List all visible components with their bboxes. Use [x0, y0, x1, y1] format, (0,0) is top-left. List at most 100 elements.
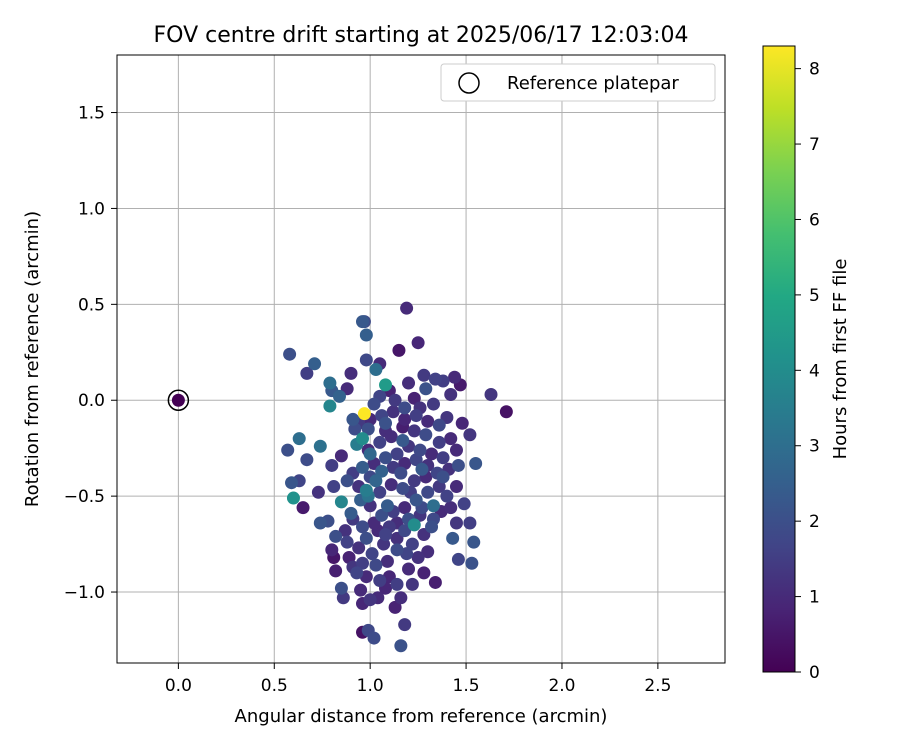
- data-point: [436, 470, 450, 484]
- data-point: [396, 481, 410, 495]
- data-point: [356, 520, 370, 534]
- data-point: [354, 583, 368, 597]
- x-tick-label: 1.5: [453, 676, 480, 696]
- colorbar-tick-label: 0: [809, 663, 820, 683]
- data-point: [380, 554, 394, 568]
- data-point: [384, 430, 398, 444]
- y-tick-label: 0.5: [78, 295, 105, 315]
- data-point: [373, 435, 387, 449]
- data-point: [499, 405, 513, 419]
- data-point: [407, 391, 421, 405]
- data-point: [444, 432, 458, 446]
- legend-marker-reference: [458, 72, 480, 94]
- data-point: [344, 366, 358, 380]
- colorbar: 0 1 2 3 4 5 6 7 8 Hours from first FF file: [762, 45, 851, 683]
- data-point: [390, 577, 404, 591]
- x-tick-label: 0.0: [165, 676, 192, 696]
- y-tick-label: 1.5: [78, 104, 105, 124]
- data-point: [421, 545, 435, 559]
- data-point: [463, 428, 477, 442]
- y-axis-ticks: −1.0 −0.5 0.0 0.5 1.0 1.5: [64, 104, 117, 603]
- data-point: [469, 457, 483, 471]
- data-point: [334, 581, 348, 595]
- data-point: [396, 434, 410, 448]
- data-point: [369, 474, 383, 488]
- data-point: [405, 577, 419, 591]
- data-point: [417, 566, 431, 580]
- data-point: [359, 328, 373, 342]
- data-point: [356, 460, 370, 474]
- data-point: [323, 399, 337, 413]
- data-point: [390, 543, 404, 557]
- data-point: [363, 593, 377, 607]
- data-point: [308, 357, 322, 371]
- data-point: [386, 405, 400, 419]
- data-point: [346, 412, 360, 426]
- data-point: [398, 524, 412, 538]
- data-point: [286, 491, 300, 505]
- data-point: [384, 478, 398, 492]
- data-point: [419, 428, 433, 442]
- colorbar-tick-label: 6: [809, 210, 820, 230]
- colorbar-tick-label: 5: [809, 286, 820, 306]
- data-point: [323, 376, 337, 390]
- data-point: [367, 631, 381, 645]
- data-point: [405, 537, 419, 551]
- reference-point-ring: [167, 389, 190, 411]
- data-point: [311, 485, 325, 499]
- plot-frame: [116, 54, 726, 664]
- data-point: [463, 516, 477, 530]
- data-point: [415, 462, 429, 476]
- data-point: [444, 501, 458, 515]
- data-point: [356, 556, 370, 570]
- data-point: [402, 376, 416, 390]
- data-point: [380, 499, 394, 513]
- data-point: [394, 591, 408, 605]
- data-point: [449, 480, 463, 494]
- data-point: [350, 566, 364, 580]
- data-point: [432, 435, 446, 449]
- data-point: [421, 485, 435, 499]
- data-point: [352, 541, 366, 555]
- data-point: [455, 416, 469, 430]
- colorbar-tick-label: 4: [809, 361, 820, 381]
- data-point: [394, 466, 408, 480]
- legend-box: [440, 63, 716, 102]
- data-point: [432, 418, 446, 432]
- data-point: [409, 409, 423, 423]
- colorbar-tick-label: 8: [809, 60, 820, 80]
- data-point: [367, 397, 381, 411]
- data-point: [428, 372, 442, 386]
- data-point: [363, 447, 377, 461]
- data-point: [394, 639, 408, 653]
- data-point: [419, 382, 433, 396]
- data-point: [375, 464, 389, 478]
- data-point: [449, 516, 463, 530]
- data-point: [440, 489, 454, 503]
- data-point: [451, 458, 465, 472]
- data-point: [313, 516, 327, 530]
- data-point: [411, 336, 425, 350]
- data-point: [375, 508, 389, 522]
- data-point: [436, 451, 450, 465]
- data-point: [369, 363, 383, 377]
- data-point: [465, 556, 479, 570]
- data-point: [426, 499, 440, 513]
- x-tick-label: 2.5: [644, 676, 671, 696]
- data-point: [425, 447, 439, 461]
- y-tick-label: 0.0: [78, 391, 105, 411]
- data-point: [467, 535, 481, 549]
- data-point: [356, 315, 370, 329]
- data-point: [400, 301, 414, 315]
- y-axis-label: Rotation from reference (arcmin): [22, 211, 43, 507]
- data-point: [334, 449, 348, 463]
- data-point: [402, 562, 416, 576]
- data-point: [359, 353, 373, 367]
- data-point: [373, 574, 387, 588]
- data-point: [409, 493, 423, 507]
- data-point: [334, 495, 348, 509]
- reference-marker: [167, 389, 190, 411]
- data-point: [398, 412, 412, 426]
- data-point: [398, 401, 412, 415]
